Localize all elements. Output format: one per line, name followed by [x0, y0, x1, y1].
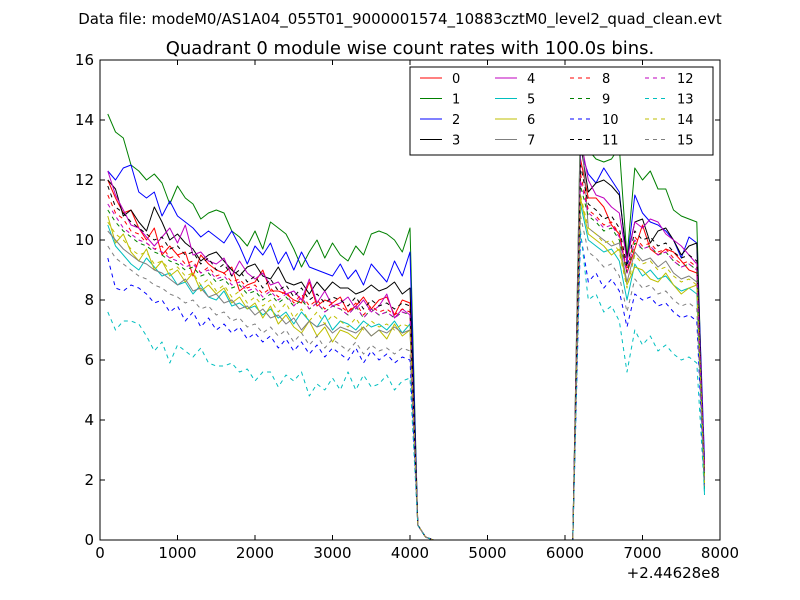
legend-label-10: 10 — [602, 113, 619, 128]
legend-label-0: 0 — [452, 72, 460, 87]
x-tick-label: 7000 — [623, 544, 661, 562]
figure-suptitle: Data file: modeM0/AS1A04_055T01_90000015… — [78, 10, 722, 29]
x-tick-label: 8000 — [701, 544, 739, 562]
series-line-10 — [107, 233, 705, 540]
legend-label-13: 13 — [677, 93, 694, 108]
legend-label-4: 4 — [527, 72, 535, 87]
legend-label-9: 9 — [602, 93, 610, 108]
y-tick-label: 8 — [84, 291, 94, 309]
legend-label-12: 12 — [677, 72, 694, 87]
series-line-9 — [107, 185, 705, 540]
legend-label-3: 3 — [452, 134, 460, 149]
y-tick-label: 6 — [84, 351, 94, 369]
legend-label-6: 6 — [527, 113, 535, 128]
x-tick-label: 0 — [95, 544, 105, 562]
series-line-11 — [107, 164, 705, 540]
y-tick-label: 16 — [75, 51, 94, 69]
y-tick-label: 0 — [84, 531, 94, 549]
axes-layer: 0 1000 2000 3000 4000 5000 6000 7000 80000246810… — [75, 51, 739, 562]
legend-box — [409, 66, 714, 156]
x-tick-label: 6000 — [546, 544, 584, 562]
y-tick-label: 10 — [75, 231, 94, 249]
series-line-7 — [107, 119, 705, 540]
x-tick-label: 2000 — [236, 544, 274, 562]
series-line-12 — [107, 179, 705, 540]
series-line-4 — [107, 137, 705, 540]
y-tick-label: 4 — [84, 411, 94, 429]
legend-label-8: 8 — [602, 72, 610, 87]
series-line-6 — [107, 197, 705, 540]
chart-title: Quadrant 0 module wise count rates with … — [166, 38, 655, 59]
series-layer — [107, 113, 705, 540]
x-tick-label: 4000 — [391, 544, 429, 562]
series-line-0 — [107, 158, 705, 540]
y-tick-label: 14 — [75, 111, 94, 129]
y-tick-label: 2 — [84, 471, 94, 489]
legend-label-7: 7 — [527, 134, 535, 149]
legend-label-15: 15 — [677, 134, 694, 149]
x-tick-label: 1000 — [158, 544, 196, 562]
series-line-2 — [107, 149, 705, 540]
legend-label-2: 2 — [452, 113, 460, 128]
series-line-5 — [107, 203, 705, 540]
x-offset-label: +2.44628e8 — [627, 564, 720, 582]
series-line-13 — [107, 230, 705, 540]
legend-label-11: 11 — [602, 134, 619, 149]
y-tick-label: 12 — [75, 171, 94, 189]
x-tick-label: 5000 — [468, 544, 506, 562]
series-line-8 — [107, 173, 705, 540]
series-line-1 — [107, 113, 705, 540]
series-line-3 — [107, 143, 705, 540]
series-line-14 — [107, 194, 705, 540]
legend-label-1: 1 — [452, 93, 460, 108]
series-line-15 — [107, 215, 705, 540]
legend-label-5: 5 — [527, 93, 535, 108]
legend-label-14: 14 — [677, 113, 694, 128]
x-tick-label: 3000 — [313, 544, 351, 562]
